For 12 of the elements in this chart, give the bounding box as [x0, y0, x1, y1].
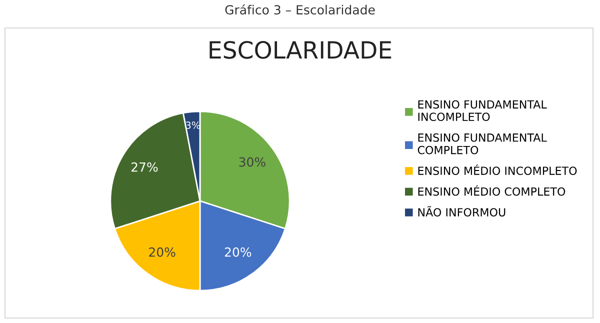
- legend-label: ENSINO MÉDIO INCOMPLETO: [418, 164, 577, 175]
- data-label: 30%: [239, 157, 266, 167]
- legend-label: ENSINO MÉDIO COMPLETO: [418, 185, 566, 196]
- text: Gráfico 3 – Escolaridade: [225, 4, 375, 15]
- data-label: 20%: [224, 247, 252, 257]
- data-label: 3%: [186, 122, 200, 129]
- legend-label: NÃO INFORMOU: [418, 206, 506, 216]
- data-label: 20%: [149, 247, 176, 257]
- legend-label: ENSINO FUNDAMENTAL INCOMPLETO: [418, 100, 547, 122]
- chart-title: ESCOLARIDADE: [210, 40, 392, 59]
- legend-label: ENSINO FUNDAMENTAL COMPLETO: [418, 133, 547, 154]
- data-label: 27%: [131, 162, 158, 172]
